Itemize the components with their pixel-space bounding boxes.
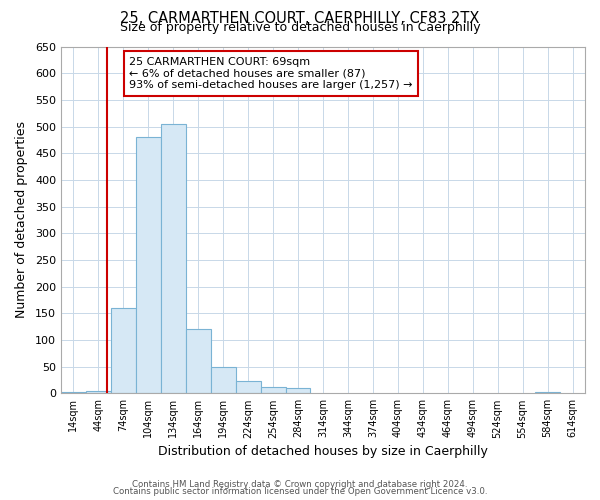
Bar <box>535 392 560 394</box>
Bar <box>211 366 236 394</box>
Bar <box>61 392 86 394</box>
Bar <box>260 387 286 394</box>
Bar <box>161 124 186 394</box>
Y-axis label: Number of detached properties: Number of detached properties <box>15 122 28 318</box>
Text: Contains public sector information licensed under the Open Government Licence v3: Contains public sector information licen… <box>113 487 487 496</box>
Bar <box>111 308 136 394</box>
Text: 25 CARMARTHEN COURT: 69sqm
← 6% of detached houses are smaller (87)
93% of semi-: 25 CARMARTHEN COURT: 69sqm ← 6% of detac… <box>129 57 413 90</box>
X-axis label: Distribution of detached houses by size in Caerphilly: Distribution of detached houses by size … <box>158 444 488 458</box>
Bar <box>236 381 260 394</box>
Text: 25, CARMARTHEN COURT, CAERPHILLY, CF83 2TX: 25, CARMARTHEN COURT, CAERPHILLY, CF83 2… <box>121 11 479 26</box>
Bar <box>286 388 310 394</box>
Bar <box>186 330 211 394</box>
Bar <box>136 137 161 394</box>
Text: Size of property relative to detached houses in Caerphilly: Size of property relative to detached ho… <box>119 21 481 34</box>
Text: Contains HM Land Registry data © Crown copyright and database right 2024.: Contains HM Land Registry data © Crown c… <box>132 480 468 489</box>
Bar <box>86 390 111 394</box>
